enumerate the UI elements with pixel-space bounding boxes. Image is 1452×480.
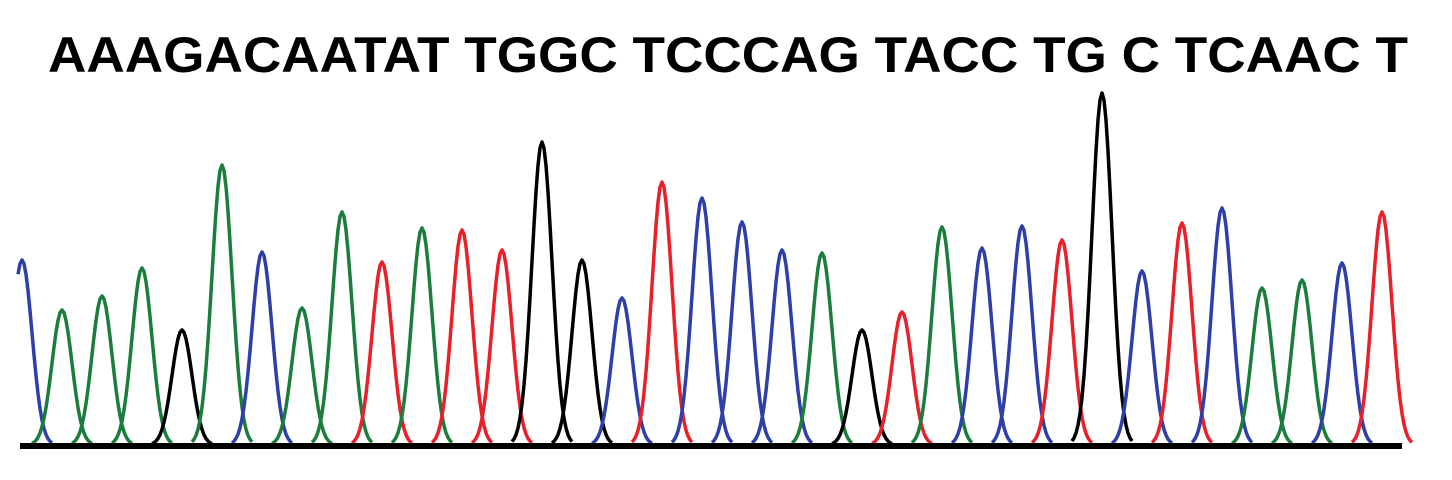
peak: [871, 310, 933, 446]
sequence-title: AAAGACAATAT TGGC TCCCAG TACC TG C TCAAC …: [48, 27, 1408, 83]
traces: [16, 91, 1414, 446]
peak: [1350, 210, 1414, 444]
peak: [110, 266, 174, 445]
peak: [1030, 238, 1094, 445]
peak: [790, 251, 854, 445]
peak: [1190, 206, 1254, 444]
peak: [470, 248, 534, 445]
peak: [16, 258, 54, 445]
peak: [271, 306, 333, 446]
peak: [190, 163, 254, 443]
peak: [591, 296, 653, 445]
peak: [510, 140, 574, 443]
peak: [151, 328, 213, 446]
peak: [1070, 91, 1134, 443]
